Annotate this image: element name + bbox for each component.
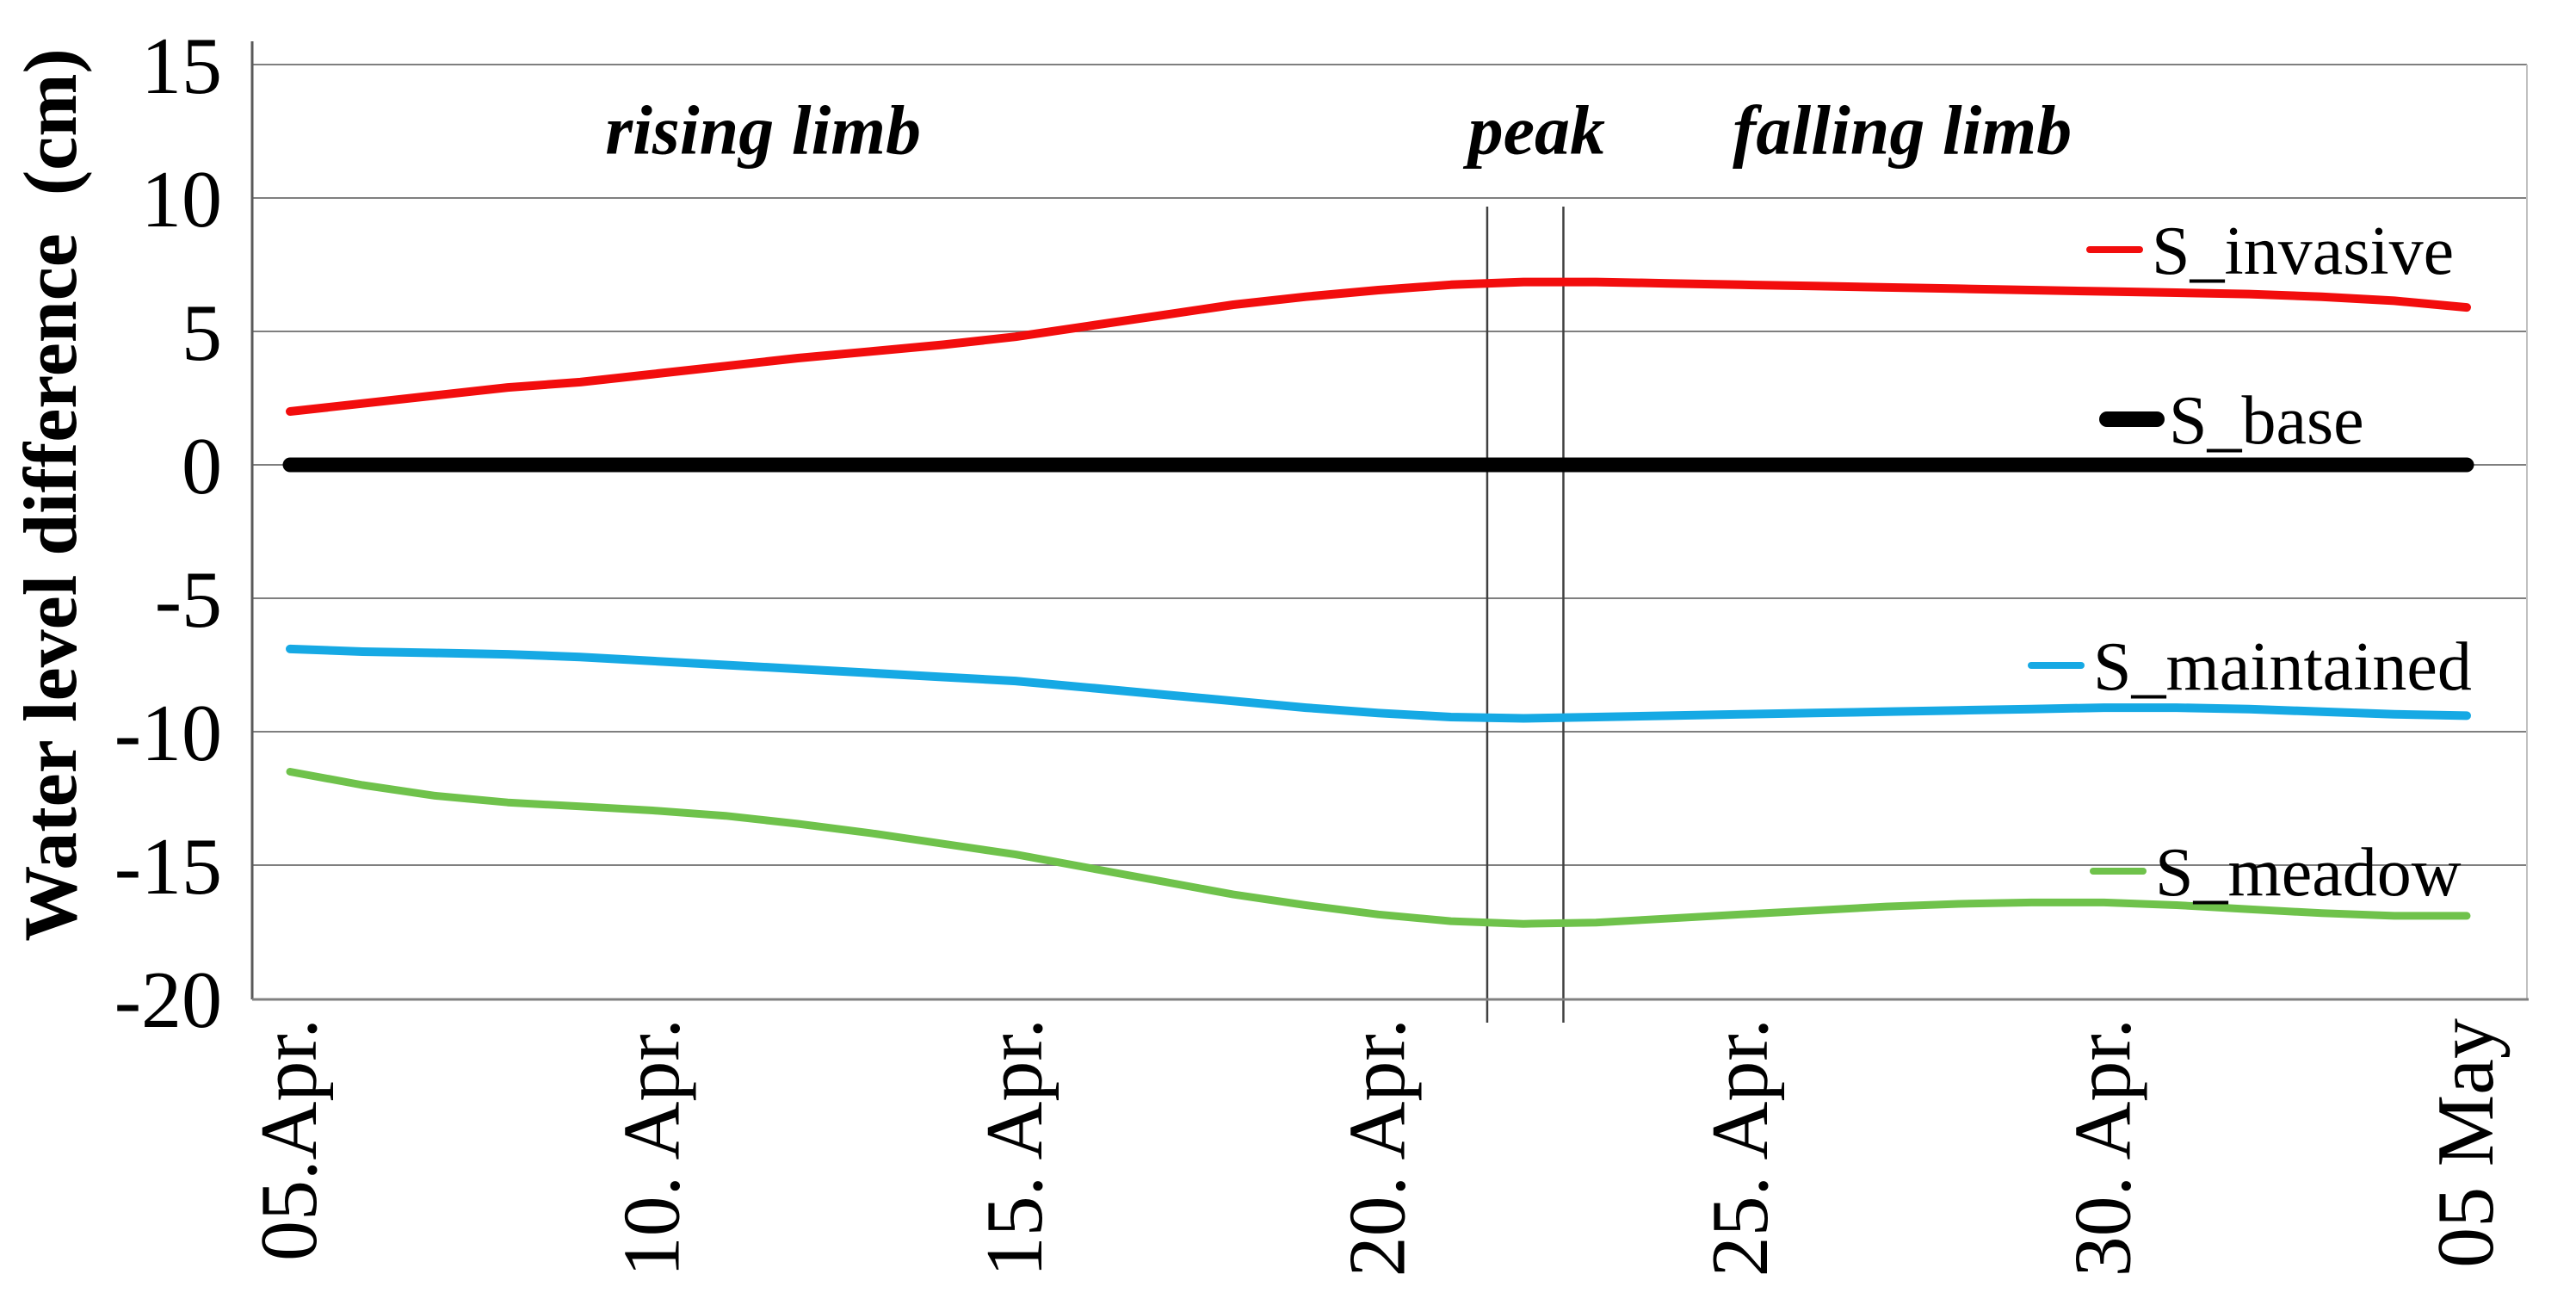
- x-tick-label-30-Apr: 30. Apr.: [2059, 1018, 2148, 1277]
- annotation-peak: peak: [1463, 90, 1605, 169]
- x-tick-label-25-Apr: 25. Apr.: [1696, 1018, 1785, 1277]
- y-tick-label-0: 0: [182, 422, 222, 511]
- series-line-s_meadow: [286, 768, 2471, 928]
- legend-item-s_invasive: S_invasive: [2086, 213, 2454, 289]
- y-tick-label--10: -10: [114, 689, 222, 778]
- x-tick-label-10-Apr: 10. Apr.: [608, 1018, 697, 1277]
- y-axis-title: Water level difference (cm): [9, 48, 93, 942]
- x-tick-label-20-Apr: 20. Apr.: [1333, 1018, 1423, 1277]
- legend-item-s_maintained: S_maintained: [2028, 629, 2472, 705]
- annotation-falling-limb: falling limb: [1733, 90, 2072, 169]
- legend-label-s_meadow: S_meadow: [2155, 835, 2462, 911]
- y-tick-label-15: 15: [141, 22, 222, 111]
- y-tick-label--5: -5: [155, 555, 222, 645]
- x-tick-label-05-May: 05 May: [2421, 1018, 2511, 1268]
- x-tick-label-15-Apr: 15. Apr.: [970, 1018, 1059, 1277]
- legend-item-s_base: S_base: [2099, 383, 2364, 459]
- series-line-s_invasive: [286, 277, 2471, 416]
- y-tick-label--20: -20: [114, 956, 222, 1045]
- legend-label-s_base: S_base: [2169, 383, 2364, 459]
- series-line-s_maintained: [286, 644, 2471, 723]
- y-tick-label-10: 10: [141, 155, 222, 244]
- legend-label-s_invasive: S_invasive: [2152, 213, 2454, 289]
- x-tick-label-05-Apr: 05.Apr.: [244, 1018, 334, 1261]
- y-tick-label--15: -15: [114, 822, 222, 912]
- y-tick-label-5: 5: [182, 288, 222, 378]
- legend-label-s_maintained: S_maintained: [2093, 629, 2472, 705]
- legend-item-s_meadow: S_meadow: [2090, 835, 2462, 911]
- annotation-rising-limb: rising limb: [605, 90, 921, 169]
